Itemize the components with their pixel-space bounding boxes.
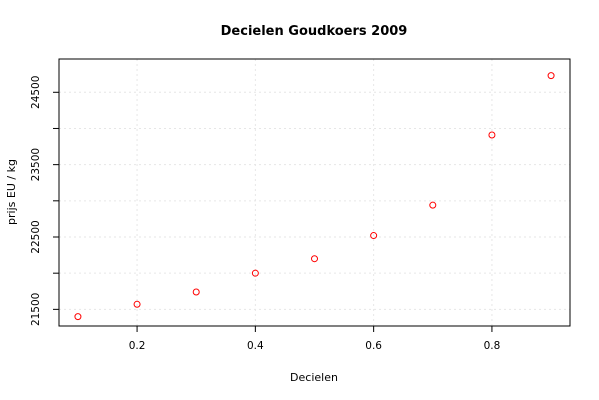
grid-lines [59,59,570,326]
data-point [74,313,82,321]
x-tick-label: 0.2 [129,340,146,352]
x-axis-title: Decielen [290,371,338,384]
chart-title: Decielen Goudkoers 2009 [221,24,408,39]
data-point [251,269,259,277]
x-axis: 0.2 0.4 0.6 0.8 [129,326,501,352]
data-point [429,201,437,209]
data-point [547,72,555,80]
y-axis: 21500 22500 23500 24500 [30,76,59,326]
plot-frame [58,58,571,327]
data-point [311,255,318,263]
y-tick-label: 21500 [30,293,42,326]
data-point [133,300,141,308]
y-tick-label: 24500 [30,76,42,109]
data-point [488,131,496,139]
y-tick-label: 23500 [30,148,42,181]
data-point [192,288,200,296]
x-tick-label: 0.4 [247,340,264,352]
x-tick-label: 0.6 [365,340,382,352]
data-points [74,72,555,321]
y-tick-label: 22500 [30,220,42,253]
x-tick-label: 0.8 [484,340,501,352]
y-axis-title: prijs EU / kg [5,159,18,225]
data-point [370,232,378,240]
